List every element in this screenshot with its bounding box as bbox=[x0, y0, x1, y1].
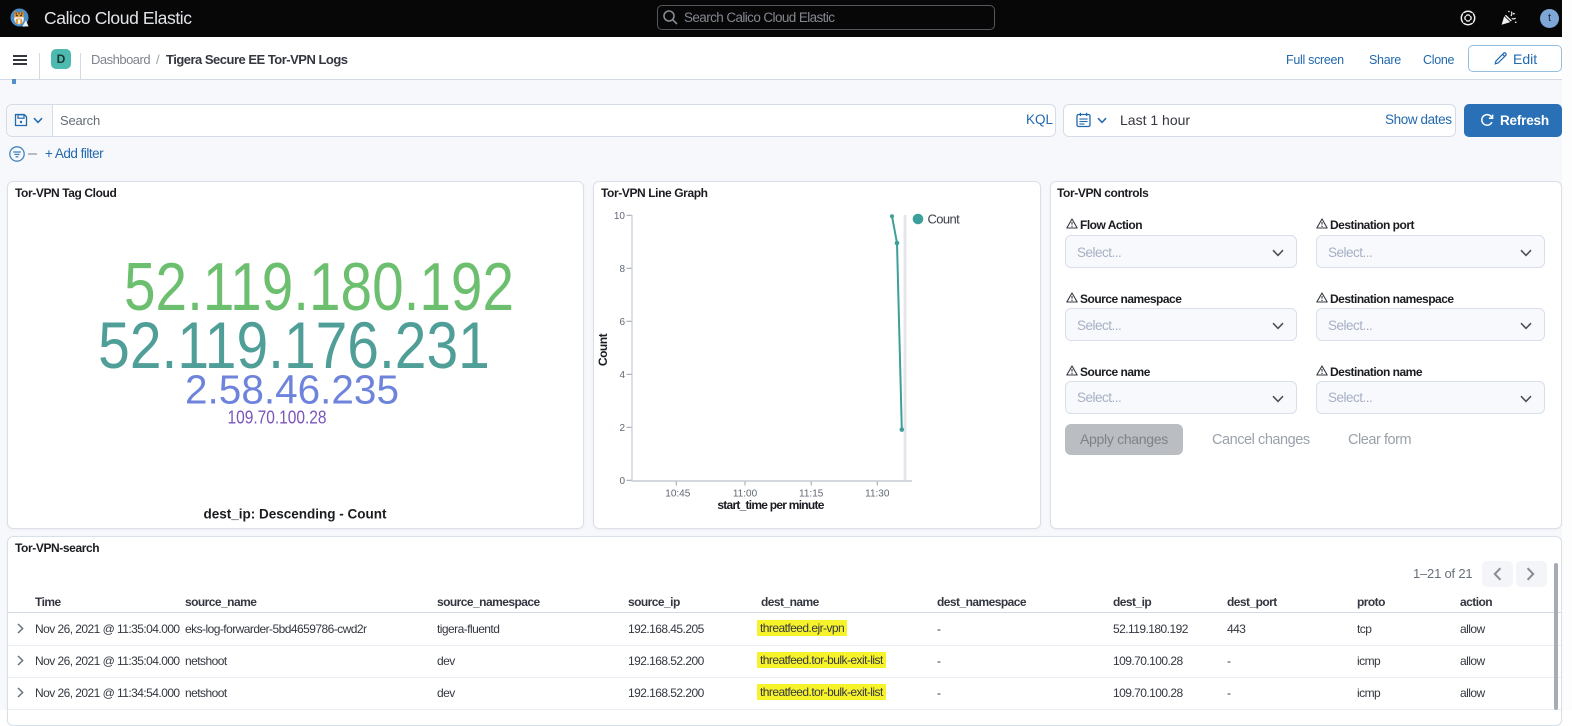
svg-text:10:45: 10:45 bbox=[665, 489, 690, 500]
svg-text:11:30: 11:30 bbox=[865, 489, 890, 500]
svg-text:Count: Count bbox=[596, 333, 610, 366]
svg-text:11:00: 11:00 bbox=[733, 489, 758, 500]
svg-text:6: 6 bbox=[619, 317, 625, 328]
svg-text:8: 8 bbox=[619, 264, 625, 275]
svg-text:2: 2 bbox=[619, 423, 625, 434]
svg-text:11:15: 11:15 bbox=[799, 489, 824, 500]
svg-text:start_time per minute: start_time per minute bbox=[717, 498, 824, 512]
svg-text:10: 10 bbox=[614, 211, 626, 222]
svg-text:4: 4 bbox=[619, 370, 625, 381]
svg-text:Count: Count bbox=[928, 212, 961, 227]
svg-text:0: 0 bbox=[619, 476, 625, 487]
